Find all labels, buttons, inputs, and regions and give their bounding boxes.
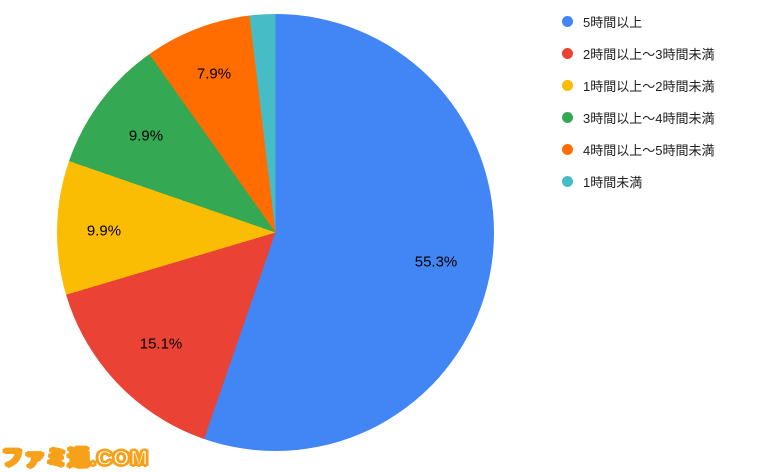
legend-dot-icon <box>562 47 573 59</box>
pie-chart[interactable] <box>57 14 494 451</box>
famitsu-watermark: ファミ通.COM <box>1 446 149 471</box>
legend-dot-icon <box>562 15 573 27</box>
legend-item-4-5h[interactable]: 4時間以上〜5時間未満 <box>562 133 714 165</box>
legend-label: 2時間以上〜3時間未満 <box>583 46 715 62</box>
legend-dot-icon <box>562 143 573 155</box>
slice-label-4-5h: 7.9% <box>196 65 232 83</box>
legend-item-5h-plus[interactable]: 5時間以上 <box>562 5 714 37</box>
legend-label: 3時間以上〜4時間未満 <box>583 110 715 126</box>
legend-label: 1時間以上〜2時間未満 <box>583 78 715 94</box>
legend-dot-icon <box>562 175 573 187</box>
chart-legend: 5時間以上 2時間以上〜3時間未満 1時間以上〜2時間未満 3時間以上〜4時間未… <box>562 5 714 197</box>
legend-dot-icon <box>562 111 573 123</box>
legend-label: 4時間以上〜5時間未満 <box>583 142 715 158</box>
legend-dot-icon <box>562 79 573 91</box>
legend-item-1-2h[interactable]: 1時間以上〜2時間未満 <box>562 69 714 101</box>
legend-item-under-1h[interactable]: 1時間未満 <box>562 165 714 197</box>
legend-item-3-4h[interactable]: 3時間以上〜4時間未満 <box>562 101 714 133</box>
legend-label: 1時間未満 <box>583 174 643 190</box>
slice-label-1-2h: 9.9% <box>86 222 122 240</box>
legend-label: 5時間以上 <box>583 14 643 30</box>
legend-item-2-3h[interactable]: 2時間以上〜3時間未満 <box>562 37 714 69</box>
slice-label-2-3h: 15.1% <box>139 335 183 353</box>
slice-label-5h-plus: 55.3% <box>414 253 458 271</box>
slice-label-3-4h: 9.9% <box>128 127 164 145</box>
